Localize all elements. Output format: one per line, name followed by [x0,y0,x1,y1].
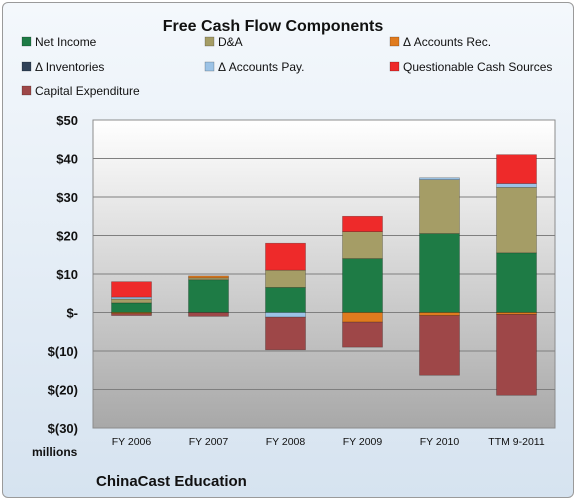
x-axis: FY 2006 FY 2007 FY 2008 FY 2009 FY 2010 TTM 9… [112,436,545,448]
bar-segment [342,215,383,232]
legend-swatch [21,61,32,72]
x-tick-label: TTM 9-2011 [488,436,545,448]
bar-segment [111,302,152,313]
bar-segment [419,233,460,313]
bar-segment [419,315,460,376]
legend-label: Net Income [35,35,97,49]
bar-segment [265,312,306,318]
y-tick-label: $10 [56,267,78,282]
bars [111,154,537,396]
bar-segment [265,287,306,313]
y-axis: $(30) $(20) $(10) $- $10 $20 $30 $40 $50 [48,113,78,436]
bar-segment [188,277,229,281]
legend-swatch [21,85,32,96]
y-tick-label: $20 [56,229,78,244]
bar-segment [111,313,152,316]
chart-title: Free Cash Flow Components [163,18,384,35]
legend-label: Δ Inventories [35,60,104,74]
bar-segment [111,298,152,304]
x-tick-label: FY 2007 [189,436,229,448]
bar-segment [111,281,152,298]
units-label: millions [32,445,78,459]
legend-label: D&A [218,35,243,49]
legend-label: Capital Expenditure [35,84,140,98]
bar-segment [496,187,537,254]
x-tick-label: FY 2008 [266,436,306,448]
y-tick-label: $50 [56,113,78,128]
legend-swatch [21,36,32,47]
y-tick-label: $- [66,306,78,321]
legend-label: Δ Accounts Pay. [218,60,305,74]
legend-swatch [389,36,400,47]
legend-swatch [204,36,215,47]
y-tick-label: $40 [56,152,78,167]
bar-segment [419,312,460,316]
bar-segment [496,314,537,396]
company-name: ChinaCast Education [96,473,247,490]
y-tick-label: $(20) [48,383,78,398]
bar-segment [496,154,537,184]
legend-label: Δ Accounts Rec. [403,35,491,49]
bar-segment [342,258,383,313]
legend-swatch [204,61,215,72]
gridlines [93,158,555,390]
x-tick-label: FY 2006 [112,436,152,448]
bar-segment [342,312,383,323]
bar-segment [265,242,306,271]
bar-segment [496,252,537,313]
legend-swatch [389,61,400,72]
y-tick-label: $(10) [48,344,78,359]
y-tick-label: $(30) [48,421,78,436]
legend: Net Income D&A Δ Accounts Rec. Δ Inventorie… [21,35,552,98]
bar-segment [188,279,229,313]
bar-segment [342,231,383,259]
bar-segment [188,312,229,317]
bar-segment [419,177,460,180]
bar-segment [265,316,306,351]
bar-segment [188,275,229,279]
bar-segment [342,321,383,348]
legend-label: Questionable Cash Sources [403,60,552,74]
y-tick-label: $30 [56,190,78,205]
bar-segment [419,179,460,234]
x-tick-label: FY 2009 [343,436,383,448]
bar-segment [265,269,306,288]
x-tick-label: FY 2010 [420,436,460,448]
bar-segment [496,183,537,188]
